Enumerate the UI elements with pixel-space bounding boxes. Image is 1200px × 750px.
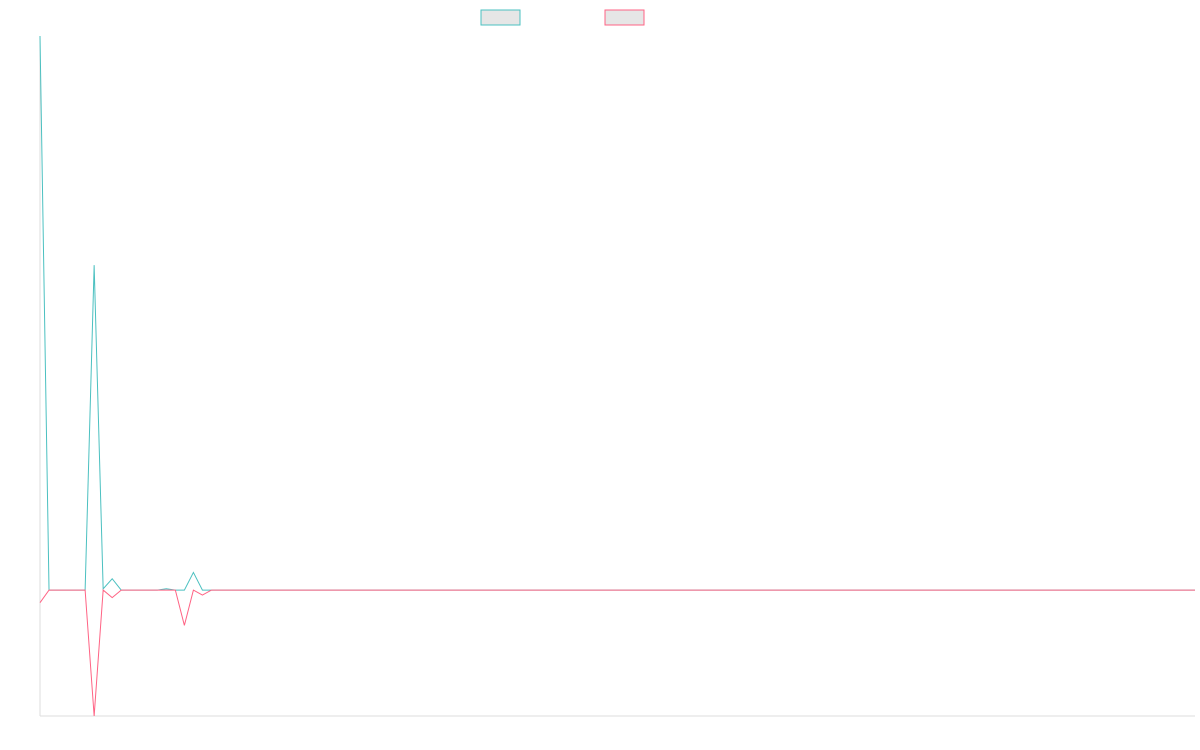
- legend[interactable]: [480, 9, 645, 26]
- plot-area: [39, 35, 1195, 717]
- legend-swatch-2[interactable]: [604, 9, 645, 26]
- legend-swatch-1[interactable]: [480, 9, 521, 26]
- series-line-2: [39, 589, 1195, 717]
- series-line-1: [39, 35, 1195, 591]
